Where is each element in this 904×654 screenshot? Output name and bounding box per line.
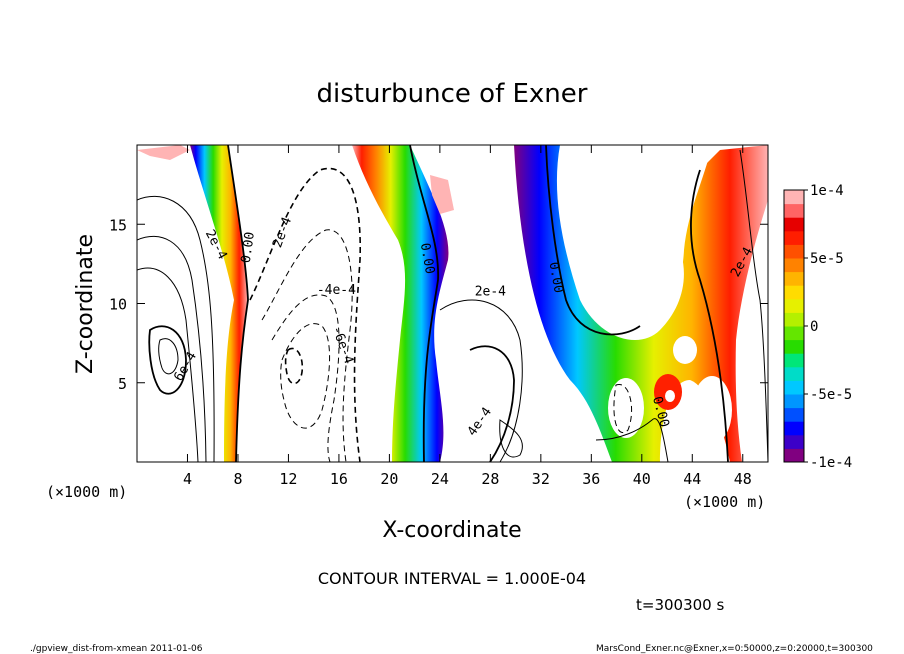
y-axis-label: Z-coordinate bbox=[73, 234, 98, 374]
white-region-1 bbox=[573, 145, 712, 332]
y-tick-label: 15 bbox=[109, 216, 127, 234]
x-tick-label: 8 bbox=[233, 470, 242, 488]
x-unit-label: (×1000 m) bbox=[684, 493, 765, 511]
colorbar bbox=[784, 190, 804, 463]
x-tick-label: 12 bbox=[279, 470, 297, 488]
white-region-2 bbox=[673, 336, 697, 364]
colorbar-swatch bbox=[784, 312, 804, 327]
colorbar-swatch bbox=[784, 190, 804, 205]
white-region-4 bbox=[608, 378, 644, 438]
colorbar-tick-label: -5e-5 bbox=[810, 387, 852, 403]
colorbar-swatch bbox=[784, 217, 804, 232]
plot-area: 2e-4 0.00 2e-4-4e-4-6e-46e-40.002e-44e-40.… bbox=[137, 145, 768, 462]
colorbar-swatch bbox=[784, 203, 804, 218]
contour-label: 2e-4 bbox=[475, 285, 506, 300]
contour-label: 0.00 bbox=[417, 242, 437, 275]
y-tick-label: 5 bbox=[118, 375, 127, 393]
colorbar-tick-label: 5e-5 bbox=[810, 251, 844, 267]
source-note-left: ./gpview_dist-from-xmean 2011-01-06 bbox=[30, 644, 203, 654]
contour-interval-text: CONTOUR INTERVAL = 1.000E-04 bbox=[318, 569, 586, 588]
x-axis-label: X-coordinate bbox=[382, 518, 521, 543]
time-text: t=300300 s bbox=[636, 596, 724, 614]
colorbar-swatch bbox=[784, 380, 804, 395]
colorbar-swatch bbox=[784, 258, 804, 273]
pink-patch-2 bbox=[430, 175, 454, 214]
x-tick-label: 4 bbox=[183, 470, 192, 488]
x-tick-label: 44 bbox=[683, 470, 701, 488]
colorbar-tick-label: 0 bbox=[810, 319, 818, 335]
colorbar-swatch bbox=[784, 339, 804, 354]
source-note-right: MarsCond_Exner.nc@Exner,x=0:50000,z=0:20… bbox=[596, 644, 873, 654]
colorbar-swatch bbox=[784, 421, 804, 436]
colorbar-swatch bbox=[784, 448, 804, 463]
colorbar-swatch bbox=[784, 244, 804, 259]
pink-patch bbox=[137, 145, 190, 160]
dashed-contours bbox=[249, 167, 633, 462]
x-tick-label: 28 bbox=[481, 470, 499, 488]
colorbar-swatch bbox=[784, 366, 804, 381]
x-tick-label: 16 bbox=[330, 470, 348, 488]
x-tick-label: 32 bbox=[532, 470, 550, 488]
colorbar-swatch bbox=[784, 326, 804, 341]
contour-label: 0.00 bbox=[239, 231, 258, 264]
contour-label: 0.00 bbox=[546, 261, 566, 294]
hot-spot-core bbox=[665, 390, 675, 402]
colorbar-swatch bbox=[784, 353, 804, 368]
x-tick-label: 48 bbox=[734, 470, 752, 488]
colorbar-tick-label: 1e-4 bbox=[810, 183, 844, 199]
chart-title: disturbunce of Exner bbox=[317, 79, 588, 109]
x-axis-ticks: 4 8 12 16 20 24 28 32 36 40 44 48 bbox=[183, 145, 752, 488]
x-tick-label: 24 bbox=[431, 470, 449, 488]
colorbar-swatch bbox=[784, 394, 804, 409]
colorbar-ticks: 1e-4 5e-5 0 -5e-5 -1e-4 bbox=[804, 183, 852, 471]
color-band-1 bbox=[190, 145, 248, 462]
colorbar-swatch bbox=[784, 407, 804, 422]
x-tick-label: 40 bbox=[633, 470, 651, 488]
solid-contours bbox=[137, 145, 768, 462]
contour-label: -4e-4 bbox=[317, 283, 356, 298]
y-tick-label: 10 bbox=[109, 296, 127, 314]
colorbar-swatch bbox=[784, 298, 804, 313]
y-axis-ticks: 5 10 15 bbox=[109, 216, 768, 393]
colorbar-swatch bbox=[784, 434, 804, 449]
x-tick-label: 20 bbox=[380, 470, 398, 488]
x-tick-label: 36 bbox=[582, 470, 600, 488]
colorbar-swatch bbox=[784, 285, 804, 300]
colorbar-tick-label: -1e-4 bbox=[810, 455, 852, 471]
colorbar-swatch bbox=[784, 230, 804, 245]
y-unit-label: (×1000 m) bbox=[46, 483, 127, 501]
colorbar-swatch bbox=[784, 271, 804, 286]
